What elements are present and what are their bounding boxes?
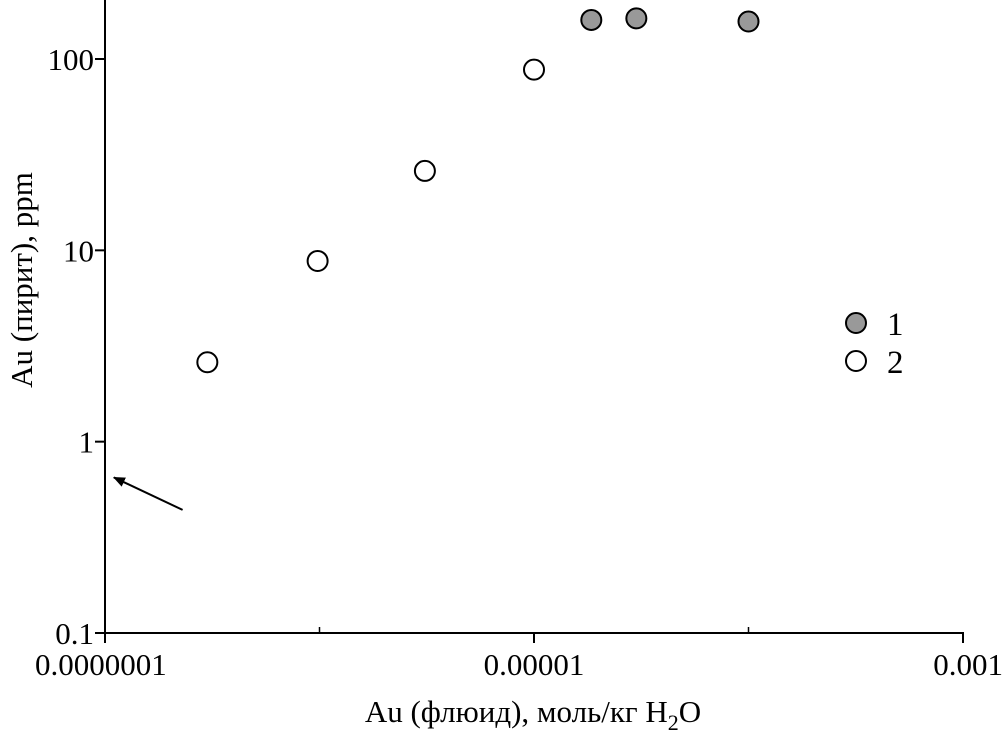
data-points [196, 7, 760, 374]
y-tick-label-3: 100 [48, 42, 95, 77]
point-series-1-1 [625, 7, 648, 30]
x-tick-label-0: 0.0000001 [35, 647, 167, 682]
x-axis-title-main: Au (флюид), моль/кг H [365, 694, 668, 729]
point-series-1-0 [580, 8, 603, 31]
point-series-2-1 [306, 249, 329, 272]
legend-marker-2 [845, 350, 867, 372]
x-axis-title-subscript: 2 [668, 710, 679, 735]
annotations [112, 476, 184, 511]
y-axis-title: Au (пирит), ppm [4, 172, 39, 388]
legend-marker-1 [845, 312, 867, 334]
y-tick-label-0: 0.1 [55, 616, 94, 651]
y-tick-label-2: 10 [63, 233, 94, 268]
legend-label-1: 1 [887, 307, 904, 343]
x-axis-title: Au (флюид), моль/кг H2O [365, 694, 701, 735]
point-series-2-3 [523, 58, 545, 81]
x-tick-label-1: 0.00001 [484, 647, 585, 682]
point-series-1-2 [737, 10, 760, 33]
point-series-2-2 [413, 159, 436, 182]
ticks [95, 58, 964, 643]
legend: 12 [845, 307, 904, 381]
x-tick-label-2: 0.001 [933, 647, 1003, 682]
point-series-2-0 [196, 351, 219, 374]
x-axis-title-tail: O [679, 694, 701, 729]
tick-labels: 0.0000001 0.00001 0.001 0.1 1 10 100 [35, 42, 1003, 682]
annotation-arrow-0 [112, 476, 184, 511]
y-tick-label-1: 1 [79, 425, 95, 460]
legend-label-2: 2 [887, 345, 904, 381]
axes [104, 0, 964, 634]
